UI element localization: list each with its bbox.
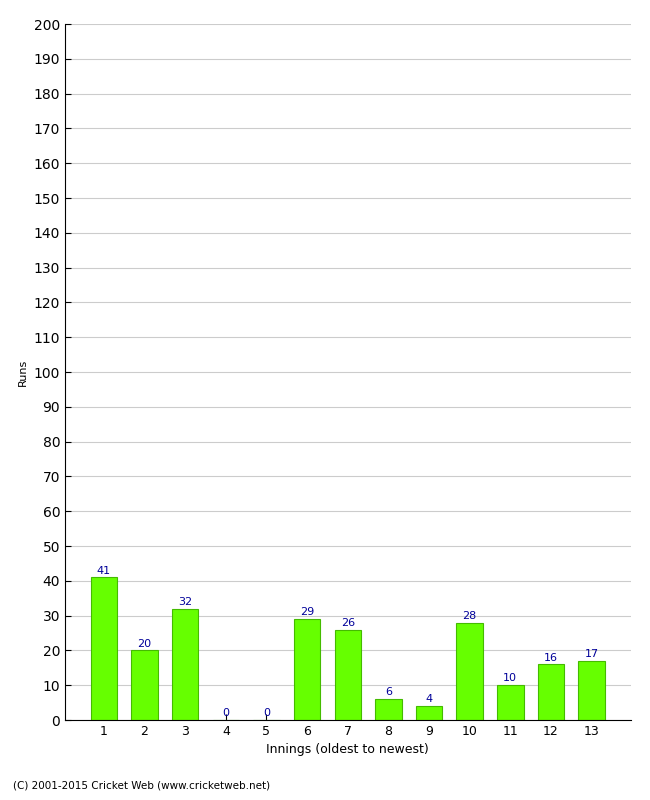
Text: 0: 0 [222,708,229,718]
Text: 0: 0 [263,708,270,718]
Bar [578,661,604,720]
Bar [294,619,320,720]
Text: (C) 2001-2015 Cricket Web (www.cricketweb.net): (C) 2001-2015 Cricket Web (www.cricketwe… [13,780,270,790]
Text: 29: 29 [300,607,314,618]
Text: 28: 28 [463,611,477,621]
Bar [335,630,361,720]
Text: 26: 26 [341,618,355,628]
Text: 6: 6 [385,687,392,698]
Bar [416,706,442,720]
Text: 16: 16 [544,653,558,662]
Bar [375,699,402,720]
Text: 41: 41 [97,566,111,575]
X-axis label: Innings (oldest to newest): Innings (oldest to newest) [266,743,429,757]
Text: 32: 32 [178,597,192,607]
Y-axis label: Runs: Runs [18,358,28,386]
Bar [538,664,564,720]
Text: 4: 4 [426,694,433,704]
Bar [497,685,523,720]
Bar [131,650,158,720]
Bar [456,622,483,720]
Text: 10: 10 [503,674,517,683]
Text: 20: 20 [138,638,151,649]
Bar [91,578,117,720]
Text: 17: 17 [584,649,599,659]
Bar [172,609,198,720]
